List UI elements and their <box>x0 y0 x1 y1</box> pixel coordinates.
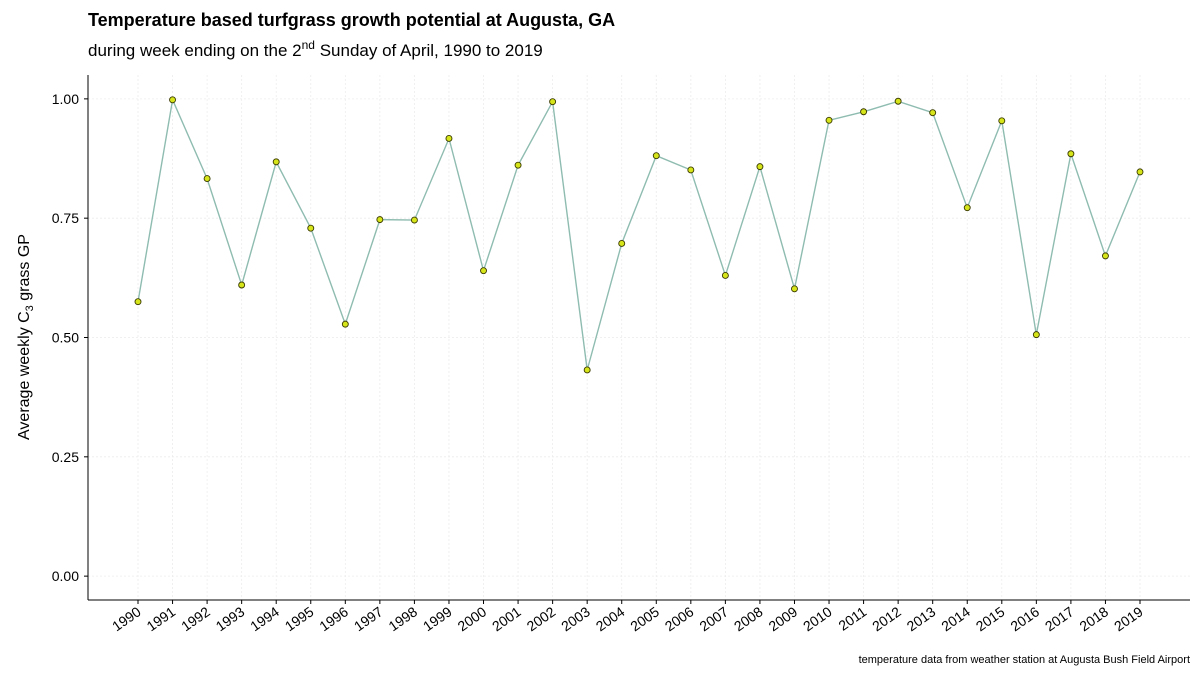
chart-subtitle: during week ending on the 2nd Sunday of … <box>88 38 543 60</box>
chart-caption: temperature data from weather station at… <box>859 654 1190 666</box>
x-tick-label: 2013 <box>904 603 939 634</box>
data-point <box>929 109 937 117</box>
data-point <box>238 281 246 289</box>
data-point <box>514 161 522 169</box>
x-tick-label: 1996 <box>316 603 351 634</box>
x-tick-label: 1995 <box>282 603 317 634</box>
x-tick-label: 1997 <box>351 603 386 634</box>
data-point <box>894 97 902 105</box>
data-point <box>652 152 660 160</box>
y-tick-label: 1.00 <box>52 91 79 107</box>
x-tick-label: 2014 <box>938 603 973 634</box>
data-point <box>618 240 626 247</box>
x-tick-label: 1999 <box>420 603 455 634</box>
chart-subtitle-prefix: during week ending on the 2 <box>88 41 302 60</box>
y-tick-label: 0.25 <box>52 449 79 465</box>
x-tick-label: 2002 <box>524 603 559 634</box>
data-point <box>998 117 1006 125</box>
x-tick-label: 2016 <box>1007 603 1042 634</box>
data-point <box>583 366 591 374</box>
data-point <box>1136 168 1144 176</box>
data-point <box>1032 331 1040 339</box>
data-point <box>480 267 487 275</box>
x-tick-label: 2017 <box>1042 603 1077 634</box>
x-tick-label: 2004 <box>593 603 628 634</box>
data-point <box>410 216 418 224</box>
x-tick-label: 1994 <box>247 603 282 634</box>
data-point <box>791 285 798 293</box>
data-point <box>1101 252 1109 260</box>
x-tick-label: 2007 <box>696 603 731 634</box>
y-axis-label-suffix: grass GP <box>16 234 33 305</box>
x-tick-label: 1998 <box>385 603 420 634</box>
x-tick-label: 2010 <box>800 603 835 634</box>
x-tick-label: 2003 <box>558 603 593 634</box>
x-tick-label: 2012 <box>869 603 904 634</box>
y-axis-label-prefix: Average weekly C <box>16 311 33 440</box>
data-point <box>756 163 764 171</box>
y-ticks: 0.00 0.25 0.50 0.75 1.00 <box>52 91 88 584</box>
x-tick-label: 2000 <box>455 603 490 634</box>
data-point <box>272 158 280 166</box>
x-tick-label: 1993 <box>213 603 248 634</box>
data-point <box>134 298 142 306</box>
data-point <box>963 204 971 212</box>
data-point <box>825 116 833 124</box>
data-point <box>307 224 315 232</box>
data-point <box>169 96 177 104</box>
y-axis-label: Average weekly C3 grass GP <box>16 234 36 440</box>
data-point <box>1067 150 1075 158</box>
data-point <box>376 216 384 224</box>
x-tick-label: 2019 <box>1111 603 1146 634</box>
x-tick-label: 2001 <box>489 603 524 634</box>
chart-subtitle-suffix: Sunday of April, 1990 to 2019 <box>315 41 543 60</box>
x-tick-label: 1991 <box>144 603 179 634</box>
series-line <box>137 97 1141 371</box>
grid <box>88 75 1190 600</box>
data-point <box>721 272 729 279</box>
x-tick-label: 2006 <box>662 603 697 634</box>
data-points <box>134 96 1144 374</box>
data-point <box>860 108 868 116</box>
x-tick-label: 2018 <box>1076 603 1111 634</box>
x-tick-label: 1990 <box>109 603 144 634</box>
x-tick-label: 2008 <box>731 603 766 634</box>
chart-title: Temperature based turfgrass growth poten… <box>88 10 615 30</box>
x-tick-label: 1992 <box>178 603 213 634</box>
x-tick-label: 2011 <box>835 603 869 633</box>
y-tick-label: 0.75 <box>52 210 79 226</box>
data-point <box>445 135 453 142</box>
data-point <box>203 175 211 183</box>
x-ticks: 1990 1991 1992 1993 1994 1995 1996 1997 1998 1999… <box>109 600 1146 634</box>
chart-subtitle-superscript: nd <box>302 38 315 52</box>
data-point <box>687 166 695 174</box>
data-point <box>549 98 557 106</box>
x-tick-label: 2015 <box>973 603 1008 634</box>
y-tick-label: 0.50 <box>52 330 79 346</box>
y-tick-label: 0.00 <box>52 568 79 584</box>
y-axis-label-subscript: 3 <box>24 305 36 311</box>
data-point <box>341 320 349 328</box>
x-tick-label: 2009 <box>766 603 801 634</box>
x-tick-label: 2005 <box>627 603 662 634</box>
